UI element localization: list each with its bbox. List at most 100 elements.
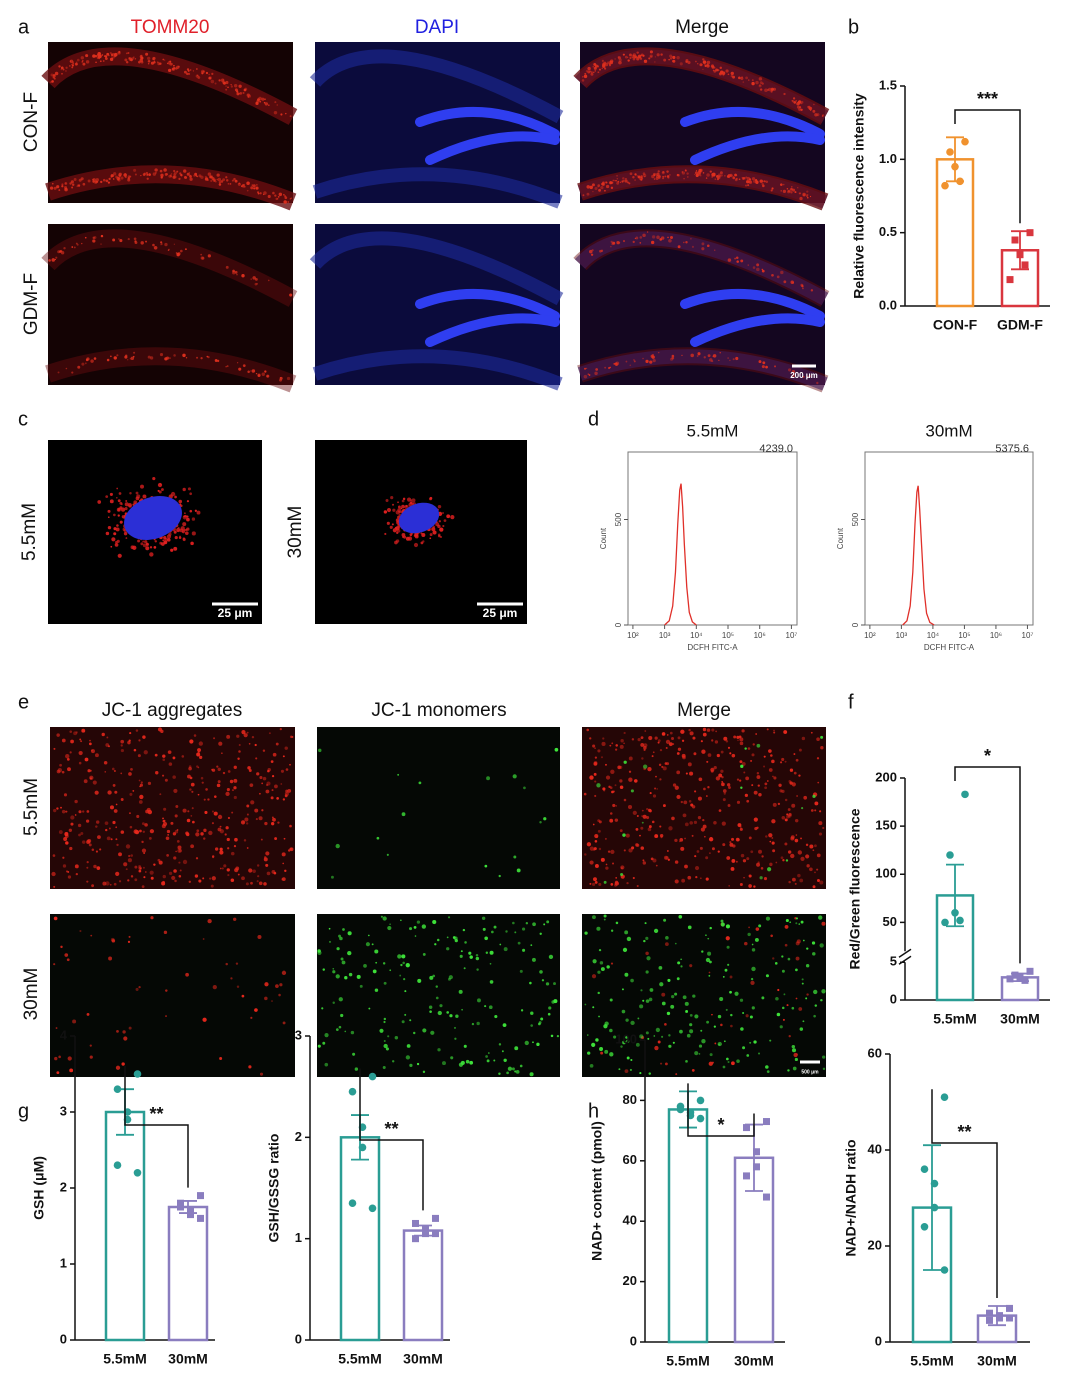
cell-dot <box>753 1040 757 1044</box>
cell-dot <box>136 814 140 819</box>
cell-dot <box>784 818 788 822</box>
cell-dot <box>626 1056 630 1060</box>
cell-dot <box>772 775 774 778</box>
cell-dot <box>813 1014 816 1018</box>
cell-dot <box>768 749 772 753</box>
cell-dot <box>111 939 116 943</box>
cell-dot <box>70 822 74 826</box>
cell-dot <box>765 916 771 921</box>
cell-dot <box>641 757 644 760</box>
cell-dot <box>414 935 417 937</box>
cell-dot <box>435 985 438 988</box>
cell-dot <box>748 874 752 878</box>
cell-dot <box>586 842 592 847</box>
cell-dot <box>210 884 214 888</box>
cell-dot <box>489 950 494 955</box>
cell-dot <box>104 771 107 773</box>
mitochondria <box>383 510 388 514</box>
cell-dot <box>70 739 74 744</box>
cell-dot <box>615 876 618 879</box>
speckle <box>176 252 180 257</box>
speckle <box>186 68 190 71</box>
speckle <box>747 184 750 187</box>
cell-dot <box>514 1070 517 1073</box>
cell-dot <box>89 742 92 746</box>
cell-dot <box>150 916 154 920</box>
cell-dot <box>814 871 816 874</box>
cell-dot <box>523 786 526 790</box>
cell-dot <box>640 989 643 992</box>
cell-dot <box>647 827 652 832</box>
speckle <box>112 55 116 59</box>
cell-dot <box>725 936 730 941</box>
cell-dot <box>626 1039 630 1044</box>
axis-break <box>898 948 912 958</box>
annotation: 5375.6 <box>995 443 1029 455</box>
cell-dot <box>692 994 696 998</box>
speckle <box>225 265 229 269</box>
speckle <box>176 170 179 173</box>
cell-dot <box>199 755 203 760</box>
speckle <box>755 180 759 184</box>
cell-dot <box>646 815 650 820</box>
significance: * <box>717 1115 724 1135</box>
cell-dot <box>56 769 61 774</box>
cell-dot <box>766 728 769 731</box>
speckle <box>173 173 176 176</box>
data-point <box>996 1314 1003 1322</box>
mitochondria <box>191 517 196 521</box>
speckle <box>272 191 275 195</box>
speckle <box>729 359 731 362</box>
cell-dot <box>89 1044 92 1047</box>
tissue-band <box>309 231 564 306</box>
speckle <box>57 371 60 374</box>
cell-dot <box>661 732 666 736</box>
mitochondria <box>186 500 190 503</box>
cell-dot <box>709 960 712 964</box>
cell-dot <box>709 1053 713 1057</box>
cell-dot <box>529 1072 534 1077</box>
cell-dot <box>609 812 613 815</box>
cell-dot <box>522 927 526 931</box>
cell-dot <box>725 924 730 929</box>
cell-dot <box>604 1021 609 1026</box>
speckle <box>173 354 176 357</box>
cell-dot <box>389 923 391 926</box>
speckle <box>681 354 683 357</box>
cell-dot <box>686 1033 691 1038</box>
cell-dot <box>648 809 652 813</box>
speckle <box>173 66 176 70</box>
cell-dot <box>150 876 154 880</box>
x-tick-label: 5.5mM <box>933 1011 977 1027</box>
cell-dot <box>181 755 185 758</box>
cell-dot <box>506 1071 509 1075</box>
cell-dot <box>178 861 181 864</box>
cell-dot <box>162 758 166 762</box>
speckle <box>810 289 814 292</box>
cell-dot <box>649 988 654 992</box>
cell-dot <box>163 930 168 935</box>
speckle <box>282 193 285 196</box>
cell-dot <box>787 1069 790 1072</box>
mitochondria <box>129 491 132 495</box>
speckle <box>765 180 769 183</box>
cell-dot <box>701 950 704 953</box>
cell-dot <box>81 840 86 844</box>
speckle <box>185 357 188 359</box>
cell-dot <box>453 1026 457 1029</box>
cell-dot <box>761 996 765 1000</box>
cell-dot <box>64 953 69 957</box>
speckle <box>661 171 665 175</box>
cell-dot <box>264 821 268 826</box>
cell-dot <box>784 943 788 947</box>
mitochondria <box>105 531 110 536</box>
cell-dot <box>729 841 732 844</box>
cell-dot <box>272 817 276 822</box>
cell-dot <box>623 742 625 745</box>
mitochondria <box>164 537 169 542</box>
significance-bracket <box>954 766 1021 964</box>
cell-dot <box>755 733 758 735</box>
cell-dot <box>609 786 613 790</box>
cell-dot <box>750 977 754 981</box>
cell-dot <box>477 998 481 1003</box>
